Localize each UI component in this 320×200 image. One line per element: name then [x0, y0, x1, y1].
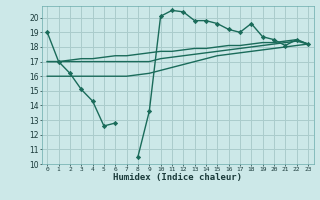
X-axis label: Humidex (Indice chaleur): Humidex (Indice chaleur) — [113, 173, 242, 182]
